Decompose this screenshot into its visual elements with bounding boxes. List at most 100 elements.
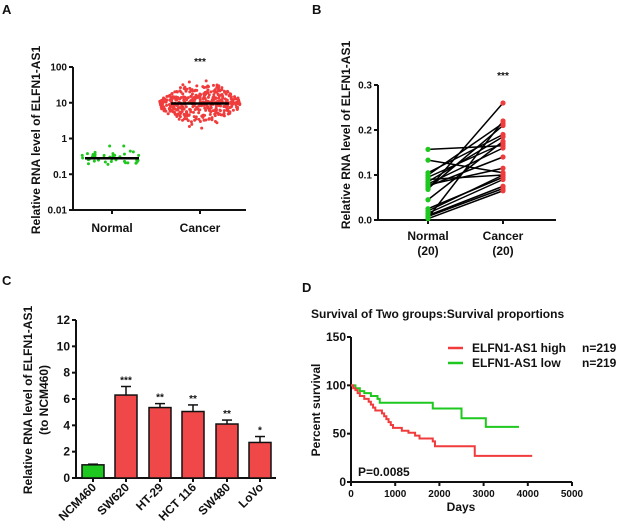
a-point bbox=[106, 162, 110, 166]
a-point bbox=[236, 105, 240, 109]
legend-low-n: n=219 bbox=[582, 356, 617, 370]
a-point bbox=[209, 90, 213, 94]
a-point bbox=[195, 84, 199, 88]
c-ytick-label: 10 bbox=[57, 339, 71, 353]
legend-low-label: ELFN1-AS1 low bbox=[472, 356, 561, 370]
c-ytick-label: 12 bbox=[57, 313, 71, 327]
a-ytick-label: 100 bbox=[50, 63, 67, 74]
a-point bbox=[214, 110, 218, 114]
a-point bbox=[214, 96, 218, 100]
b-pair-line bbox=[427, 190, 504, 220]
d-xtick-label: 0 bbox=[348, 489, 354, 500]
a-point bbox=[182, 107, 186, 111]
a-point bbox=[188, 90, 192, 94]
a-point bbox=[192, 115, 196, 119]
a-point bbox=[238, 102, 242, 106]
a-point bbox=[224, 105, 228, 109]
a-point bbox=[206, 99, 210, 103]
a-point bbox=[227, 94, 231, 98]
a-point bbox=[229, 97, 233, 101]
a-point bbox=[177, 117, 181, 121]
b-pair-line bbox=[427, 187, 504, 218]
c-ytick-label: 8 bbox=[63, 366, 70, 380]
a-point bbox=[233, 95, 237, 99]
a-point bbox=[85, 152, 89, 156]
d-xtick-label: 5000 bbox=[561, 489, 584, 500]
a-point bbox=[197, 117, 201, 121]
a-point bbox=[210, 116, 214, 120]
a-point bbox=[211, 95, 215, 99]
b-cancer-point bbox=[500, 118, 506, 124]
legend-high-label: ELFN1-AS1 high bbox=[472, 341, 566, 355]
a-point bbox=[212, 93, 216, 97]
c-bar bbox=[148, 406, 172, 479]
a-point bbox=[171, 95, 175, 99]
a-point bbox=[197, 94, 201, 98]
b-normal-point bbox=[425, 146, 431, 152]
a-point bbox=[109, 159, 113, 163]
b-xtick-normal: Normal bbox=[407, 229, 448, 243]
a-point bbox=[226, 112, 230, 116]
b-xtick-cancer-n: (20) bbox=[492, 244, 513, 258]
a-point bbox=[128, 149, 132, 153]
a-point bbox=[165, 103, 169, 107]
a-point bbox=[137, 153, 141, 157]
a-point bbox=[181, 83, 185, 87]
a-point bbox=[211, 83, 215, 87]
a-point bbox=[180, 109, 184, 113]
d-title: Survival of Two groups:Survival proporti… bbox=[311, 307, 564, 321]
b-cancer-point bbox=[500, 122, 506, 129]
a-point bbox=[184, 96, 188, 100]
c-significance: *** bbox=[120, 375, 132, 386]
a-point bbox=[213, 88, 217, 92]
b-cancer-point bbox=[500, 165, 506, 171]
a-point bbox=[207, 117, 211, 121]
b-pair-line bbox=[427, 102, 504, 190]
b-normal-point bbox=[425, 216, 431, 222]
d-survival-curve bbox=[351, 384, 519, 428]
a-point bbox=[214, 108, 218, 112]
a-point bbox=[203, 106, 207, 110]
a-point bbox=[197, 108, 201, 112]
b-xtick-normal-n: (20) bbox=[417, 244, 438, 258]
a-point bbox=[167, 107, 171, 111]
a-point bbox=[184, 105, 188, 109]
a-point bbox=[179, 96, 183, 100]
d-xtick-label: 1000 bbox=[384, 489, 407, 500]
a-point bbox=[162, 96, 166, 100]
a-point bbox=[183, 85, 187, 89]
c-bar bbox=[114, 394, 138, 479]
b-ytick-label: 0.1 bbox=[358, 171, 372, 182]
a-point bbox=[197, 111, 201, 115]
a-point bbox=[186, 96, 190, 100]
a-point bbox=[187, 113, 191, 117]
a-point bbox=[134, 161, 138, 165]
a-point bbox=[191, 97, 195, 101]
a-point bbox=[203, 113, 207, 117]
a-point bbox=[225, 98, 229, 102]
a-point bbox=[126, 161, 130, 165]
a-point bbox=[102, 153, 106, 157]
legend-high-n: n=219 bbox=[582, 341, 617, 355]
a-ytick-label: 1 bbox=[61, 134, 67, 145]
c-ytick-label: 4 bbox=[63, 418, 70, 432]
d-ytick-label: 150 bbox=[326, 330, 346, 344]
a-point bbox=[228, 105, 232, 109]
panel-a-plot: 100 10 1 0.1 0.01 bbox=[48, 63, 246, 217]
d-pvalue: P=0.0085 bbox=[358, 465, 410, 479]
d-ytick-label: 100 bbox=[326, 378, 346, 392]
a-point bbox=[123, 159, 127, 163]
a-point bbox=[224, 92, 228, 96]
a-point bbox=[219, 93, 223, 97]
a-point bbox=[168, 104, 172, 108]
panel-letter-a: A bbox=[2, 2, 12, 17]
panel-letter-d: D bbox=[302, 280, 311, 295]
a-point bbox=[173, 112, 177, 116]
a-xtick-cancer: Cancer bbox=[180, 221, 221, 235]
a-point bbox=[184, 89, 188, 93]
a-point bbox=[80, 153, 84, 157]
c-bar bbox=[215, 423, 239, 479]
b-cancer-point bbox=[500, 154, 506, 160]
a-point bbox=[210, 118, 214, 122]
